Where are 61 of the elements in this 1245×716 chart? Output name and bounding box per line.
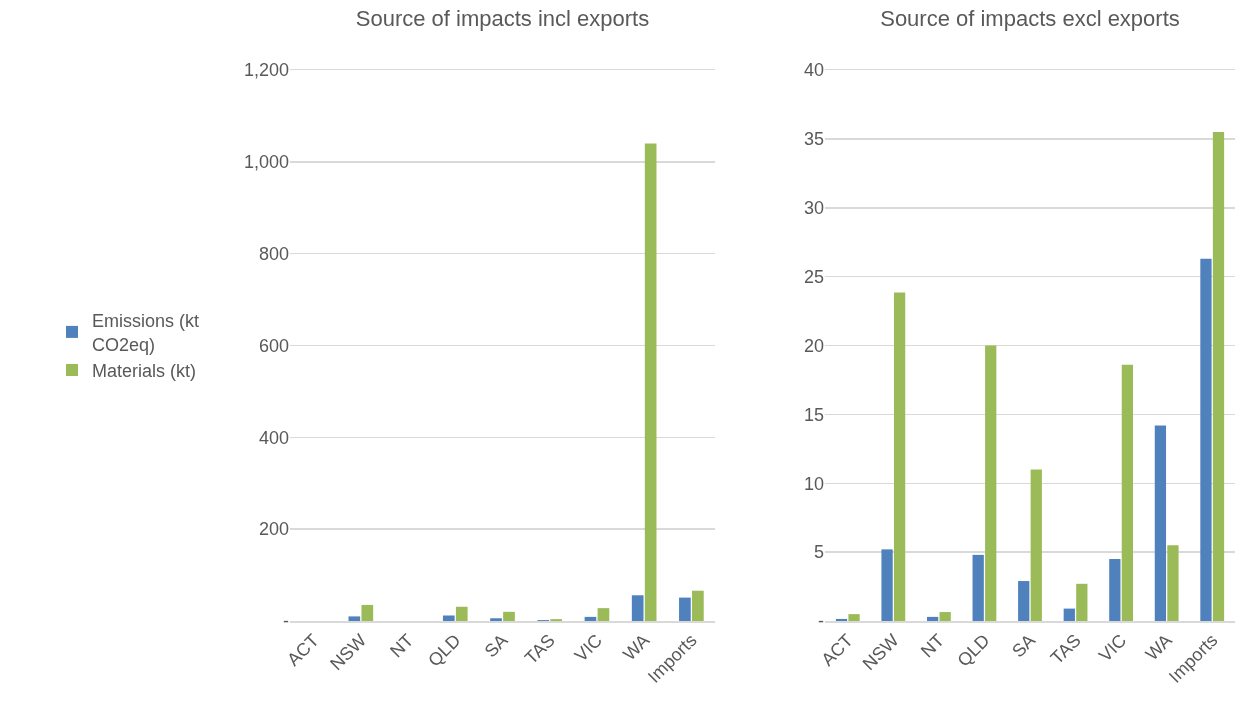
x-tick-label: SA [1008, 630, 1040, 662]
bar [679, 597, 691, 621]
bar [1167, 545, 1179, 621]
y-tick-label: 200 [258, 519, 289, 540]
bar [1018, 581, 1030, 621]
bar [1109, 559, 1121, 621]
bar [939, 612, 951, 621]
y-tick-label: 20 [803, 335, 824, 356]
bar [644, 143, 657, 621]
y-tick-label: 35 [803, 129, 824, 150]
bar [503, 611, 515, 621]
y-tick-label: 800 [258, 243, 289, 264]
bar [1121, 364, 1134, 621]
y-tick-label: 30 [803, 198, 824, 219]
bar [1030, 469, 1042, 621]
x-tick-label: TAS [1046, 630, 1085, 669]
y-tick-label: 15 [803, 404, 824, 425]
legend-label: Materials (kt) [92, 361, 197, 382]
x-tick-label: NT [386, 630, 418, 662]
y-tick-label: - [283, 611, 289, 632]
bar [848, 614, 860, 621]
x-tick-label: TAS [520, 630, 559, 669]
bar [348, 616, 361, 621]
y-tick-label: 5 [813, 542, 824, 563]
bar [893, 292, 906, 621]
y-tick-label: 400 [258, 427, 289, 448]
bar [1076, 583, 1088, 621]
bar [985, 345, 997, 621]
x-tick-label: SA [480, 630, 512, 662]
bar [597, 608, 610, 621]
bar [881, 549, 893, 621]
x-tick-label: VIC [1094, 630, 1131, 666]
bar [361, 604, 374, 621]
chart-title: Source of impacts excl exports [880, 6, 1180, 32]
bar [1063, 608, 1075, 621]
bar [584, 616, 597, 621]
bar [926, 616, 939, 621]
bar [1212, 131, 1225, 621]
x-tick-label: VIC [570, 630, 607, 666]
y-tick-label: - [818, 611, 824, 632]
bar [692, 590, 704, 621]
y-tick-label: 10 [803, 473, 824, 494]
bar [455, 606, 468, 621]
y-tick-label: 1,200 [243, 60, 289, 81]
bar [972, 554, 984, 621]
bar [835, 618, 848, 621]
bar [1200, 258, 1212, 621]
bar [1154, 425, 1167, 621]
y-tick-label: 25 [803, 266, 824, 287]
bar [490, 618, 502, 621]
x-tick-label: QLD [953, 630, 994, 671]
x-tick-label: WA [619, 630, 654, 665]
legend-label: Emissions (kt CO2eq) [92, 311, 200, 355]
chart-title: Source of impacts incl exports [355, 6, 650, 32]
bar [442, 615, 455, 621]
y-tick-label: 1,000 [243, 152, 289, 173]
bar [631, 595, 644, 621]
y-tick-label: 600 [258, 335, 289, 356]
x-tick-label: NT [916, 630, 949, 662]
x-tick-label: QLD [424, 630, 465, 671]
y-tick-label: 40 [803, 60, 824, 81]
